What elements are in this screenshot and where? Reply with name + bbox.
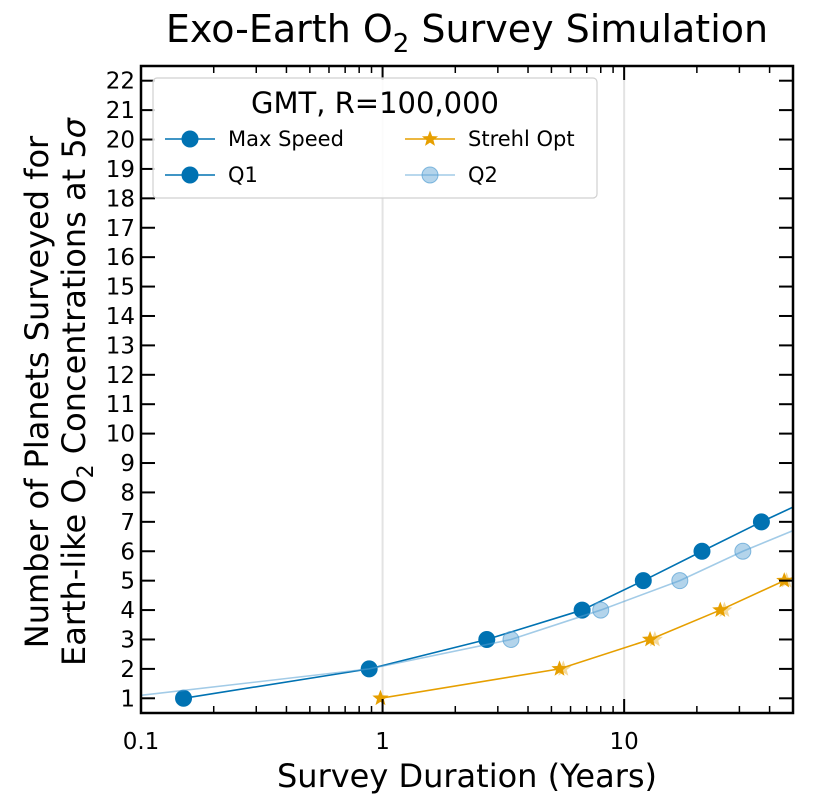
data-point-strehl-opt — [641, 630, 659, 647]
legend-box — [152, 77, 598, 199]
data-point-q2 — [592, 601, 610, 619]
series-q2 — [140, 529, 794, 697]
legend-marker — [421, 130, 439, 146]
plot-frame — [139, 64, 795, 715]
data-point-q2 — [502, 630, 520, 648]
legend-title: GMT, R=100,000 — [251, 86, 499, 120]
x-tick-label: 10 — [610, 729, 639, 755]
legend-entries: Max Speed Q1 Strehl Opt Q2 — [165, 127, 575, 187]
y-tick-label: 7 — [120, 510, 135, 536]
legend-label: Strehl Opt — [468, 127, 575, 151]
data-point-max-speed — [634, 572, 652, 590]
y-tick-label: 10 — [106, 422, 135, 448]
series-q2-strehl — [555, 572, 795, 676]
x-tick-label: 0.1 — [123, 729, 160, 755]
series-line-strehl-opt — [380, 576, 794, 700]
y-tick-label: 15 — [106, 275, 135, 301]
y-tick-label: 3 — [120, 627, 135, 653]
y-axis-label-line2: Earth-like O2 Concentrations at 5σ — [55, 116, 99, 666]
y-tick-label: 12 — [106, 363, 135, 389]
legend-entry-max-speed: Max Speed — [165, 127, 344, 151]
y-axis-label: Number of Planets Surveyed for Earth-lik… — [18, 116, 99, 666]
y-tick-label: 8 — [120, 480, 135, 506]
legend: GMT, R=100,000 Max Speed Q1 Strehl Opt Q2 — [152, 77, 598, 199]
y-tick-label: 13 — [106, 333, 135, 359]
data-point-q2 — [671, 572, 689, 590]
data-point-q2-strehl — [716, 601, 733, 617]
data-point-q2 — [734, 542, 752, 560]
y-tick-label: 16 — [106, 245, 135, 271]
y-tick-label: 18 — [106, 186, 135, 212]
data-point-max-speed — [693, 542, 711, 560]
data-point-max-speed — [752, 513, 770, 531]
y-tick-label: 20 — [106, 128, 135, 154]
legend-marker — [181, 130, 199, 148]
y-tick-label: 2 — [120, 657, 135, 683]
y-tick-label: 19 — [106, 157, 135, 183]
legend-entry-q1: Q1 — [165, 163, 258, 187]
y-tick-label: 9 — [120, 451, 135, 477]
y-tick-label: 14 — [106, 304, 135, 330]
y-tick-label: 4 — [120, 598, 135, 624]
legend-marker — [181, 166, 199, 184]
y-axis-label-line1: Number of Planets Surveyed for — [18, 135, 56, 648]
legend-label: Q2 — [468, 163, 498, 187]
ticks: 0.1 1 101234567891011121314151617181920212… — [106, 66, 793, 755]
y-tick-label: 6 — [120, 539, 135, 565]
data-point-q2-strehl — [555, 660, 572, 676]
series-layer — [140, 506, 795, 707]
legend-label: Q1 — [228, 163, 258, 187]
data-point-strehl-opt — [712, 601, 729, 617]
x-axis-label: Survey Duration (Years) — [277, 757, 657, 795]
y-tick-label: 1 — [120, 686, 135, 712]
data-point-strehl-opt — [551, 660, 568, 676]
data-point-q2-strehl — [646, 630, 663, 647]
series-strehl-opt — [372, 572, 794, 706]
data-point-strehl-opt — [372, 689, 389, 706]
y-tick-label: 17 — [106, 216, 135, 242]
legend-marker — [421, 166, 439, 184]
legend-label: Max Speed — [228, 127, 344, 151]
legend-entry-strehl-opt: Strehl Opt — [405, 127, 575, 151]
x-tick-label: 1 — [375, 729, 390, 755]
legend-entry-q2: Q2 — [405, 163, 498, 187]
y-tick-label: 22 — [106, 69, 135, 95]
series-max-speed — [175, 506, 794, 707]
series-line-q2 — [140, 529, 794, 697]
series-line-max-speed — [183, 506, 794, 700]
chart-title: Exo-Earth O2 Survey Simulation — [166, 7, 768, 59]
data-point-max-speed — [175, 689, 193, 707]
y-tick-label: 5 — [120, 569, 135, 595]
y-tick-label: 21 — [106, 98, 135, 124]
y-tick-label: 11 — [106, 392, 135, 418]
